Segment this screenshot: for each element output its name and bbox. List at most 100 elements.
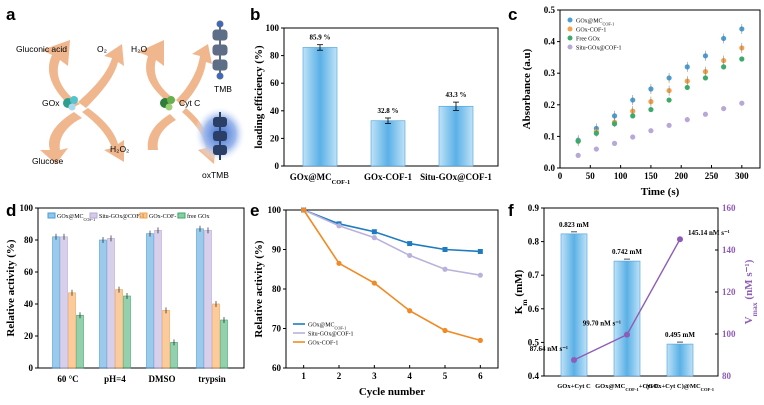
c-y-axis-label: Absorbance (a.u): [521, 48, 533, 129]
f-vmax-label-1: 99.70 nM s⁻¹: [583, 320, 621, 328]
f-y-axis-label-left: Km (mM): [513, 269, 529, 314]
c-xtick-label: 150: [644, 171, 658, 181]
label-tmb: TMB: [214, 84, 232, 94]
e-xtick-label: 3: [372, 371, 377, 381]
d-bar-3-0: [196, 228, 204, 369]
chart-c-absorbance: 0.0 0.1 0.2 0.3 0.4 0.5 0 50 100 150 200 250 300 GOx@…: [521, 5, 761, 198]
f-right-ytick-label: 120: [722, 287, 736, 297]
c-legend-label-3-main: Situ-GOx@COF-1: [576, 46, 622, 52]
c-ytick-label: 0.4: [544, 37, 556, 47]
c-frame: [559, 9, 761, 169]
label-gluconic-acid: Gluconic acid: [16, 44, 67, 54]
f-right-ytick-label: 160: [722, 203, 736, 213]
e-y-axis-label: Relative activity (%): [253, 240, 265, 337]
c-point-s2-5: [666, 97, 672, 103]
d-category-label-0: 60 °C: [57, 374, 78, 384]
c-legend-label-0: GOx@MCCOF-1: [576, 19, 614, 27]
e-legend-label-0-main: GOx@MC: [308, 323, 335, 329]
b-y-axis-label: loading efficiency (%): [253, 45, 265, 149]
panel-label-c: c: [508, 5, 517, 24]
e-point-s0-5: [477, 248, 483, 254]
e-xtick-label: 6: [478, 371, 483, 381]
f-km-label-1: 0.742 mM: [612, 248, 642, 256]
e-legend-label-2-main: GOx-COF-1: [308, 341, 338, 347]
d-y-axis-label: Relative activity (%): [5, 239, 17, 336]
f-y-axis-label-left-sub: m: [520, 299, 529, 306]
f-vmax-point-0: [571, 356, 577, 363]
f-y-axis-label-left-main: K: [513, 305, 525, 314]
d-bar-2-3: [170, 342, 178, 369]
c-point-s2-7: [702, 75, 709, 81]
c-xtick-label: 200: [674, 171, 688, 181]
c-legend-marker-0: [567, 17, 573, 23]
gox-enzyme-icon: [63, 96, 78, 111]
c-point-s3-2: [611, 140, 618, 146]
e-legend-label-1: Situ-GOx@COF-1: [308, 332, 354, 338]
c-point-s3-4: [648, 128, 654, 134]
f-vmax-label-0: 87.64 nM s⁻¹: [530, 345, 568, 353]
c-legend-label-0-sub: COF-1: [603, 21, 615, 26]
c-ytick-label: 0.2: [544, 100, 556, 110]
e-point-s2-0: [301, 207, 307, 213]
e-legend-label-1-main: Situ-GOx@COF-1: [308, 332, 354, 338]
c-legend-label-3: Situ-GOx@COF-1: [576, 46, 622, 52]
e-point-s1-2: [371, 235, 377, 241]
d-legend-label-2-main: GOx-COF-1: [149, 214, 179, 220]
f-y-axis-label-right-tail: (nM s⁻¹): [743, 259, 755, 302]
c-xtick-label: 250: [705, 171, 719, 181]
b-category-label-0-main: GOx@MC: [290, 172, 332, 182]
panel-label-b: b: [250, 5, 260, 24]
b-ytick-label: 20: [270, 133, 280, 143]
d-legend-swatch-3: [177, 212, 186, 219]
f-right-ytick-label: 100: [722, 329, 736, 339]
b-category-label-0-sub: COF-1: [332, 179, 351, 186]
f-category-label-2: (GOx+Cyt C)@MCCOF-1: [646, 383, 715, 392]
d-legend-label-0: GOx@MCCOF-1: [57, 214, 95, 222]
f-left-ytick-label: 0.6: [528, 304, 540, 314]
f-left-ytick-label: 0.8: [528, 237, 540, 247]
c-xtick-label: 50: [586, 171, 596, 181]
d-legend-swatch-2: [139, 212, 148, 219]
f-category-label-1-tail: +Cyt C: [639, 383, 659, 390]
f-category-label-2-main: (GOx+Cyt C)@MC: [646, 383, 701, 390]
d-bar-1-3: [123, 295, 131, 369]
d-category-label-1: pH=4: [104, 374, 126, 384]
d-category-label-2: DMSO: [149, 374, 176, 384]
c-legend-marker-1: [567, 26, 573, 32]
f-category-label-0: GOx+Cyt C: [557, 383, 591, 390]
panel-label-d: d: [6, 201, 16, 220]
c-legend-label-1-main: GOx-COF-1: [576, 28, 606, 34]
d-bar-3-3: [220, 319, 228, 369]
panel-label-a: a: [6, 5, 16, 24]
e-ytick-label: 80: [272, 284, 282, 294]
d-ytick-label: 100: [20, 203, 34, 213]
e-series-line-2: [302, 209, 481, 342]
e-ytick-label: 100: [268, 205, 282, 215]
d-bar-3-2: [212, 303, 220, 369]
e-point-s0-3: [407, 241, 413, 247]
d-frame: [37, 207, 245, 369]
e-point-s2-1: [336, 260, 342, 266]
d-ytick-label: 20: [24, 331, 34, 341]
d-legend-label-1-main: Situ-GOx@COF-1: [99, 214, 145, 220]
b-bar-2: [438, 105, 474, 167]
f-y-axis-label-right: Vmax (nM s⁻¹): [743, 259, 759, 324]
b-data-label-0: 85.9 %: [310, 34, 331, 42]
e-legend-label-0: GOx@MCCOF-1: [308, 323, 346, 331]
c-xtick-label: 0: [558, 171, 563, 181]
d-legend-swatch-0: [47, 212, 56, 219]
c-legend-label-1: GOx-COF-1: [576, 28, 606, 34]
f-vmax-point-2: [677, 236, 683, 243]
f-vmax-label-2: 145.14 nM s⁻¹: [688, 229, 730, 237]
e-point-s1-1: [336, 223, 342, 229]
d-bar-0-1: [60, 236, 68, 369]
f-left-ytick-label: 0.5: [528, 337, 540, 347]
oxtmb-molecule-icon: [194, 106, 246, 162]
scheme-arrow-h2o2: [82, 108, 124, 162]
reaction-scheme: Gluconic acid O₂ H₂O TMB GOx Cyt C H₂O₂ …: [16, 20, 246, 180]
d-bar-2-2: [162, 310, 170, 369]
c-point-s2-0: [575, 138, 581, 144]
e-series-line-1: [303, 209, 481, 276]
c-ytick-label: 0.1: [544, 131, 556, 141]
f-category-label-2-sub: COF-1: [701, 387, 715, 392]
